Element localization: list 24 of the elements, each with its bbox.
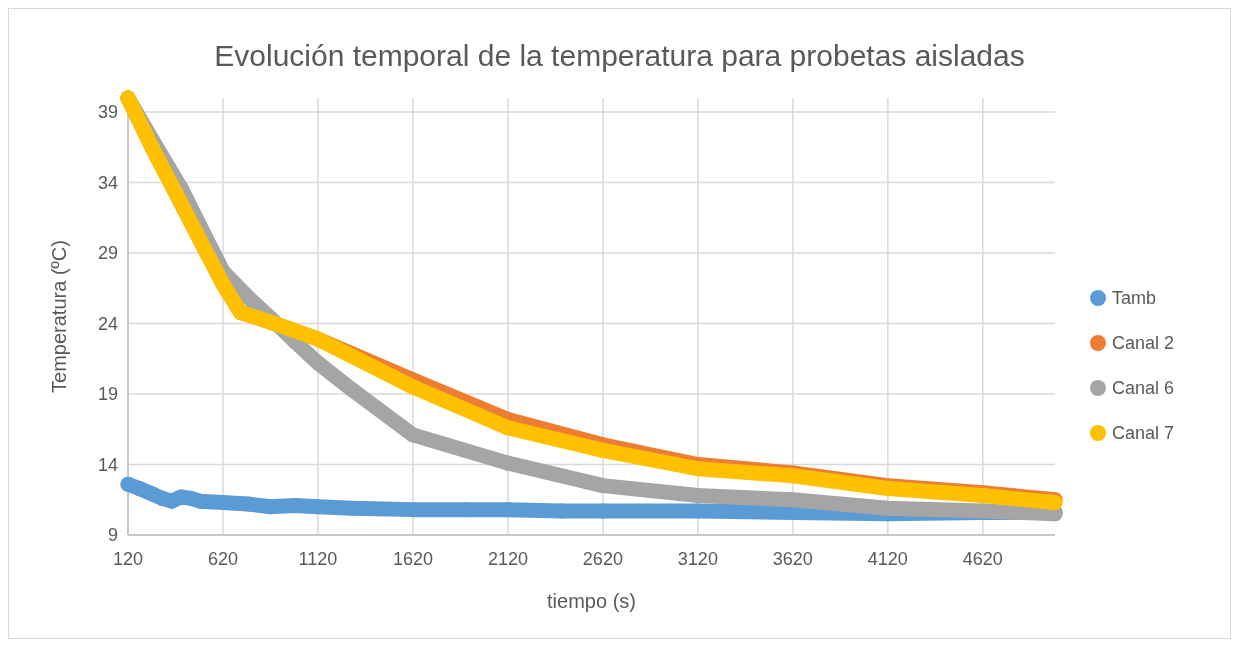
x-tick-label: 4120 [867,549,908,569]
x-tick-label: 120 [112,549,144,569]
y-tick-label: 14 [97,454,118,475]
legend-label: Canal 7 [1112,423,1175,444]
y-tick-label: 9 [107,525,118,546]
x-tick-label: 2620 [582,549,623,569]
x-tick-label: 2120 [487,549,528,569]
x-axis-title: tiempo (s) [547,590,636,612]
y-tick-label: 29 [97,243,118,264]
x-tick-label: 1120 [298,549,338,569]
y-tick-label: 19 [97,384,118,405]
x-tick-label: 620 [207,549,238,569]
chart-title: Evolución temporal de la temperatura para probetas aisladas [214,39,1025,72]
y-tick-label: 34 [97,172,118,193]
legend-label: Canal 2 [1112,333,1175,354]
y-tick-label: 39 [97,102,118,123]
y-tick-label: 24 [97,313,118,334]
legend-label: Tamb [1112,288,1157,309]
y-axis-title: Temperatura (ºC) [48,240,70,393]
x-tick-label: 3120 [677,549,718,569]
x-tick-label: 1620 [392,549,433,569]
x-tick-label: 4620 [962,549,1003,569]
legend-label: Canal 6 [1112,378,1175,399]
x-tick-label: 3620 [772,549,813,569]
